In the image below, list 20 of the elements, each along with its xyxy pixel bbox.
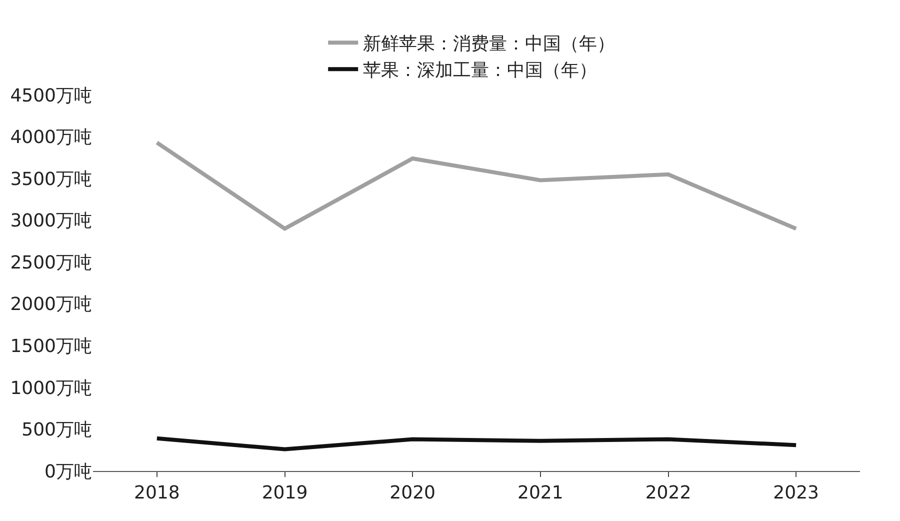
y-tick-label: 2000万吨 <box>10 294 92 316</box>
y-tick-label: 500万吨 <box>22 420 92 441</box>
y-tick-label: 1000万吨 <box>10 378 92 399</box>
x-tick-label: 2020 <box>390 482 436 504</box>
line-series <box>154 436 798 452</box>
x-tick-label: 2023 <box>773 482 819 504</box>
y-tick-label: 4500万吨 <box>10 85 92 106</box>
y-tick-label: 1500万吨 <box>10 336 92 357</box>
y-tick-label: 3000万吨 <box>10 210 92 232</box>
legend-label: 新鲜苹果：消费量：中国（年） <box>363 34 616 55</box>
y-tick-label: 0万吨 <box>44 461 92 482</box>
y-tick-label: 4000万吨 <box>10 127 92 148</box>
line-series <box>154 140 798 231</box>
x-tick-label: 2019 <box>262 482 308 504</box>
legend-label: 苹果：深加工量：中国（年） <box>363 60 598 82</box>
x-tick-label: 2022 <box>645 482 692 504</box>
x-tick-label: 2021 <box>518 482 564 504</box>
x-tick-label: 2018 <box>134 482 180 504</box>
y-tick-label: 2500万吨 <box>10 252 92 274</box>
y-tick-label: 3500万吨 <box>10 168 92 190</box>
